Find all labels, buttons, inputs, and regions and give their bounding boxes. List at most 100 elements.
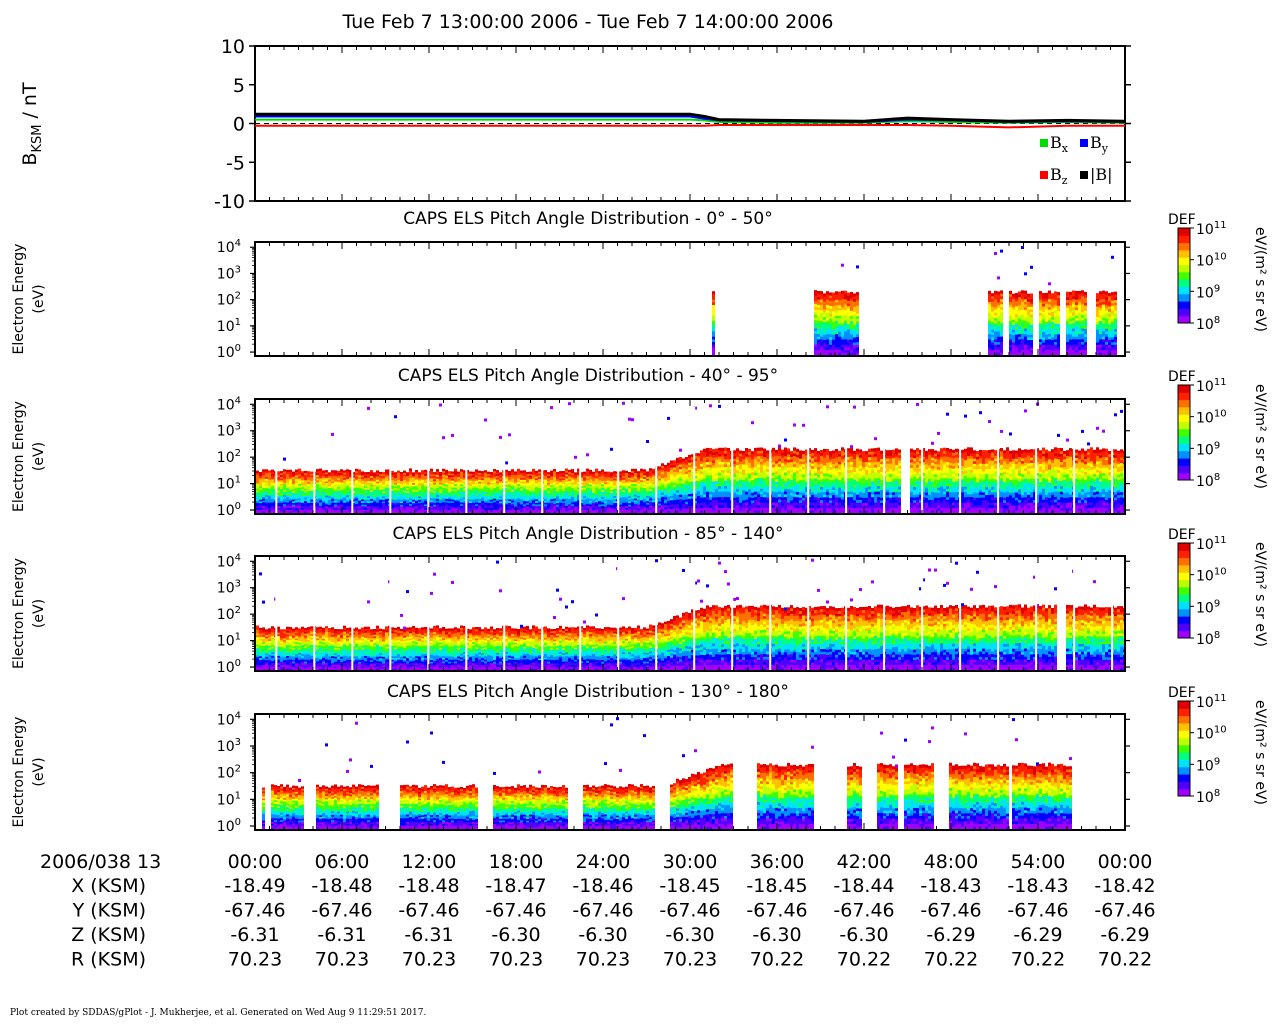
heat-cell [490, 502, 493, 505]
heat-cell [814, 327, 817, 332]
heat-cell [463, 496, 466, 500]
heat-cell [301, 511, 304, 514]
heat-cell [265, 501, 268, 505]
heat-cell [556, 507, 559, 510]
heat-cell [400, 504, 403, 507]
heat-cell [1018, 315, 1021, 319]
heat-cell [517, 507, 520, 510]
heat-cell [334, 473, 337, 477]
heat-cell [409, 470, 412, 473]
heat-cell [289, 505, 292, 508]
heat-cell [367, 497, 370, 500]
heat-cell [523, 502, 526, 505]
heat-cell [850, 312, 853, 317]
heat-cell [526, 485, 529, 488]
heat-cell [367, 483, 370, 487]
heat-cell [1096, 344, 1099, 348]
heat-cell [265, 489, 268, 492]
heat-cell [370, 505, 373, 508]
heat-cell [352, 489, 355, 492]
heat-cell [1054, 349, 1057, 353]
heat-cell [631, 503, 634, 506]
heat-cell [493, 476, 496, 479]
heat-cell [571, 489, 574, 492]
heat-cell [607, 505, 610, 509]
heat-cell [511, 474, 514, 477]
heat-cell [265, 487, 268, 490]
heat-cell [406, 504, 409, 507]
heat-cell [406, 492, 409, 495]
heat-cell [454, 496, 457, 499]
heat-cell [406, 472, 409, 475]
heat-cell [997, 309, 1000, 314]
heat-cell [292, 499, 295, 502]
heat-cell [631, 477, 634, 481]
heat-cell [295, 491, 298, 494]
heat-cell [574, 499, 577, 502]
heat-cell [520, 507, 523, 510]
heat-cell [517, 510, 520, 514]
heat-cell [592, 478, 595, 481]
heat-cell [319, 472, 322, 475]
heat-cell [394, 490, 397, 494]
heat-cell [466, 475, 469, 478]
heat-cell [355, 472, 358, 475]
heat-cell [523, 488, 526, 491]
heat-cell [376, 496, 379, 500]
heat-cell [496, 509, 499, 512]
heat-cell [601, 491, 604, 494]
heat-cell [415, 496, 418, 500]
heat-cell [421, 482, 424, 485]
heat-cell [1054, 352, 1057, 356]
heat-cell [1018, 349, 1021, 353]
heat-cell [286, 496, 289, 499]
heat-cell [535, 490, 538, 493]
heat-cell [394, 482, 397, 485]
heat-cell [580, 472, 583, 475]
heat-cell [583, 497, 586, 500]
heat-cell [1072, 314, 1075, 318]
heat-cell [634, 472, 637, 475]
heat-cell [1111, 336, 1114, 340]
heat-cell [421, 479, 424, 482]
heat-cell [322, 495, 325, 498]
heat-cell [607, 478, 610, 481]
heat-cell [289, 503, 292, 507]
heat-cell [439, 502, 442, 505]
heat-cell [553, 483, 556, 486]
heat-cell [481, 504, 484, 507]
heat-cell [712, 315, 715, 319]
heat-cell [1069, 299, 1072, 303]
heat-cell [826, 291, 829, 295]
heat-cell [352, 477, 355, 480]
heat-cell [268, 505, 271, 508]
heat-cell [826, 330, 829, 335]
heat-cell [394, 485, 397, 488]
heat-cell [826, 328, 829, 332]
heat-cell [1012, 316, 1015, 320]
heat-cell [352, 490, 355, 493]
heat-cell [520, 489, 523, 493]
heat-cell [352, 499, 355, 502]
heat-cell [1072, 311, 1075, 316]
heat-cell [1075, 317, 1078, 321]
heat-cell [304, 509, 307, 512]
heat-cell [397, 475, 400, 479]
heat-cell [397, 509, 400, 512]
heat-cell [589, 491, 592, 494]
heat-cell [529, 502, 532, 505]
heat-cell [457, 497, 460, 500]
heat-cell [547, 497, 550, 500]
heat-cell [565, 507, 568, 510]
heat-cell [1012, 339, 1015, 343]
heat-cell [451, 493, 454, 497]
heat-cell [379, 502, 382, 505]
heat-cell [559, 505, 562, 508]
heat-cell [826, 304, 829, 308]
heat-cell [559, 485, 562, 488]
heat-cell [337, 477, 340, 481]
heat-cell [358, 491, 361, 494]
heat-cell [1045, 303, 1048, 307]
heat-cell [526, 499, 529, 502]
heat-cell [505, 478, 508, 482]
